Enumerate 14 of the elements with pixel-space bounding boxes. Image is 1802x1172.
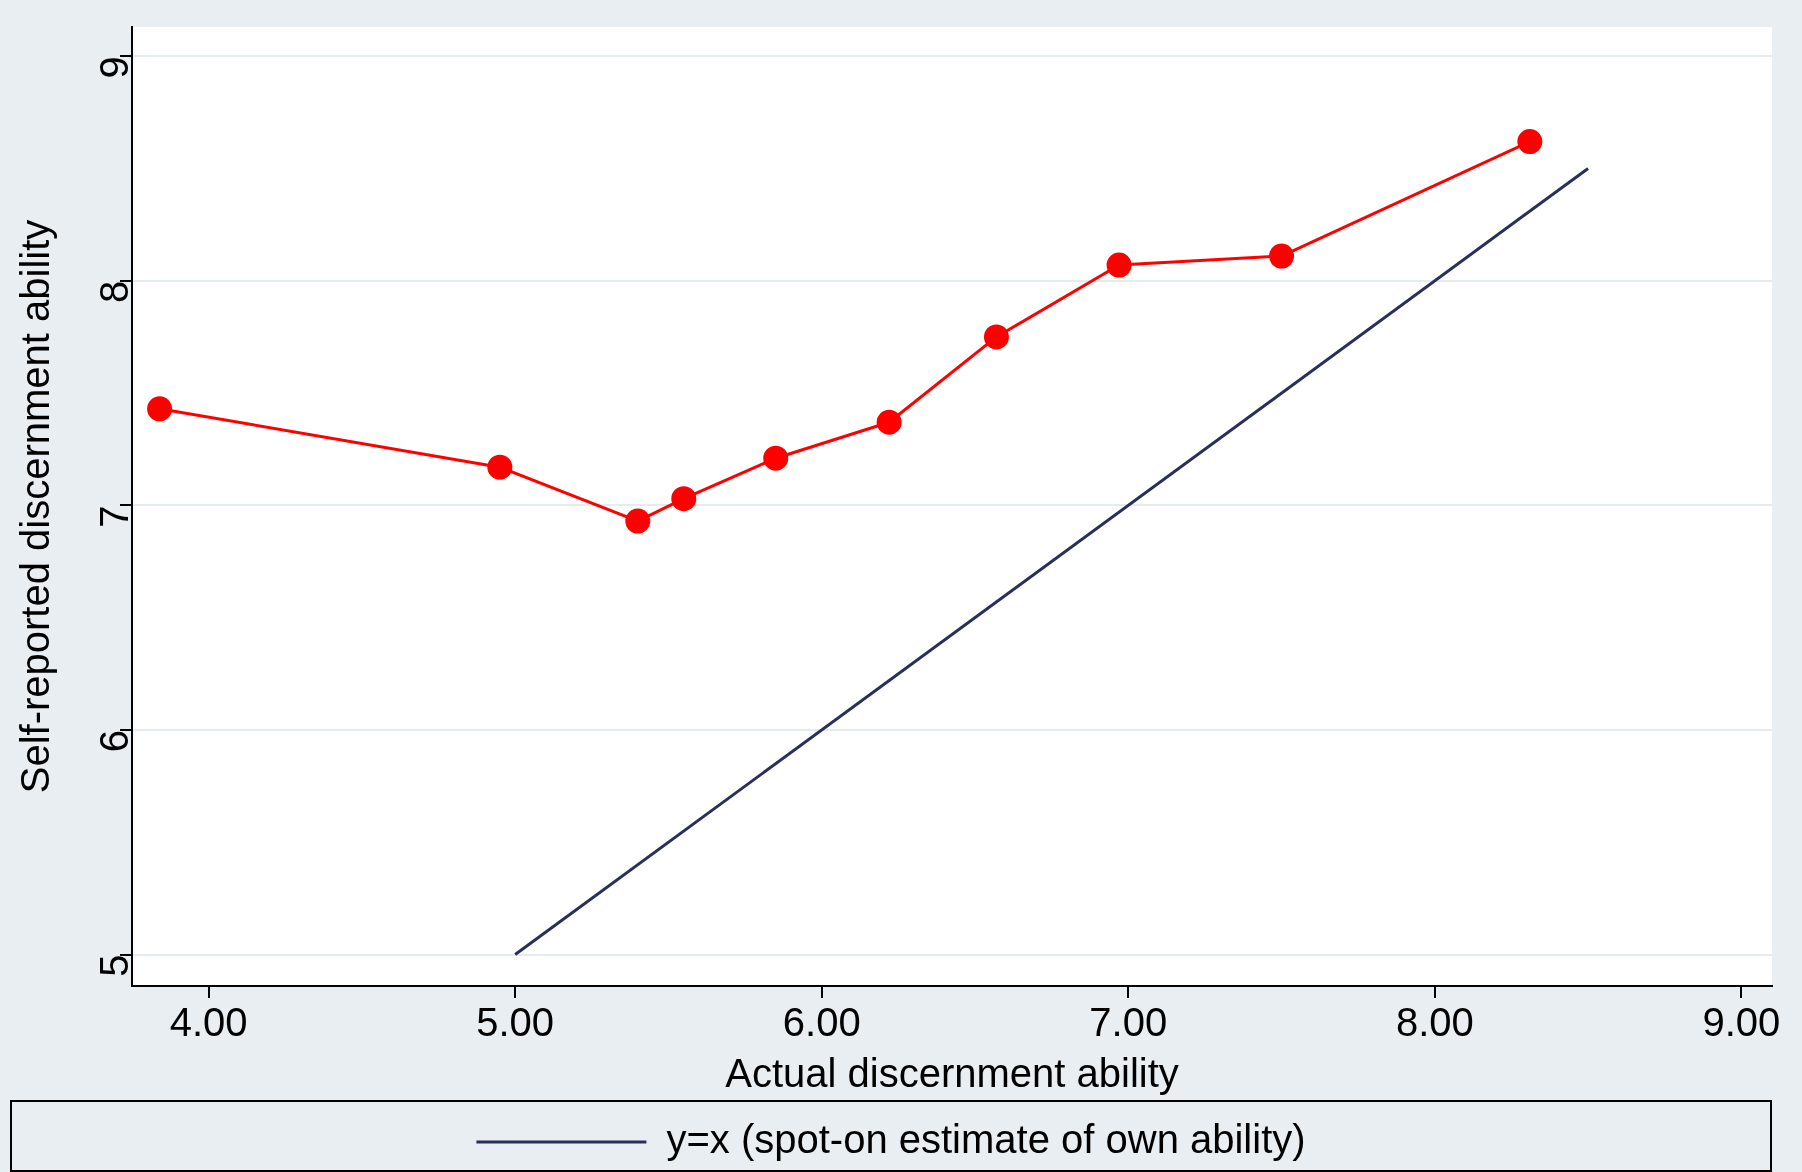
y-tick-label: 8: [92, 280, 137, 304]
x-tick-label: 8.00: [1395, 1000, 1474, 1045]
y-tick-label: 5: [92, 954, 137, 977]
x-tick-label: 6.00: [782, 1000, 861, 1045]
y-tick-label: 9: [92, 56, 137, 79]
x-tick-label: 4.00: [169, 1000, 248, 1045]
y-tick-label: 7: [92, 505, 137, 528]
x-tick-label: 5.00: [476, 1000, 555, 1045]
y-axis-title: Self-reported discernment ability: [13, 219, 58, 794]
legend-label: y=x (spot-on estimate of own ability): [666, 1117, 1306, 1162]
x-tick-label: 7.00: [1089, 1000, 1168, 1045]
x-axis-title: Actual discernment ability: [725, 1051, 1179, 1096]
y-tick-label: 6: [92, 729, 137, 753]
x-tick-label: 9.00: [1702, 1000, 1781, 1045]
